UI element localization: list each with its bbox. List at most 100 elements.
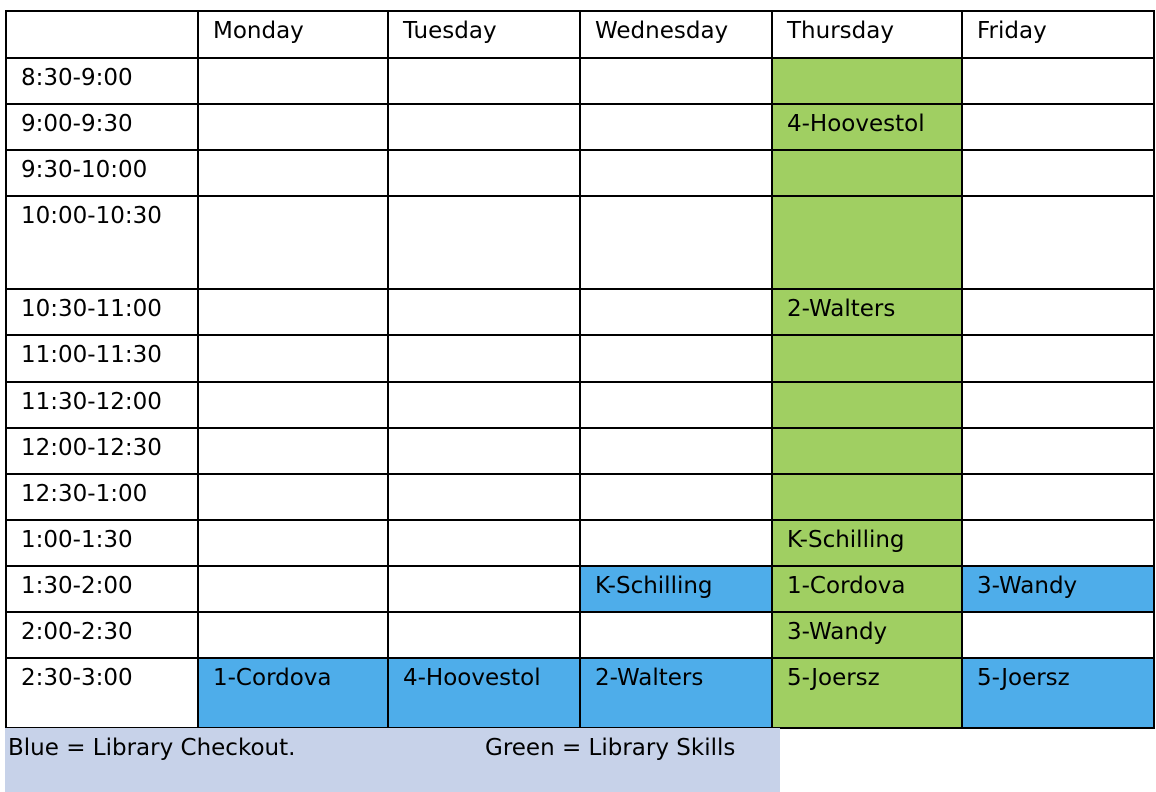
schedule-cell: 2-Walters	[771, 288, 963, 336]
schedule-cell	[579, 149, 773, 197]
schedule-cell	[197, 473, 389, 521]
day-header: Friday	[961, 10, 1155, 59]
schedule-cell	[197, 57, 389, 105]
schedule-row: 11:30-12:00	[5, 381, 1155, 429]
time-slot: 10:00-10:30	[5, 195, 199, 290]
schedule-cell	[387, 103, 581, 151]
day-header: Wednesday	[579, 10, 773, 59]
schedule-cell	[387, 381, 581, 429]
schedule-cell	[961, 519, 1155, 567]
schedule-cell	[387, 149, 581, 197]
time-slot: 2:00-2:30	[5, 611, 199, 659]
schedule-row: 10:00-10:30	[5, 195, 1155, 290]
schedule-cell: 3-Wandy	[961, 565, 1155, 613]
schedule-cell	[387, 473, 581, 521]
day-header: Thursday	[771, 10, 963, 59]
schedule-cell	[771, 195, 963, 290]
schedule-cell	[961, 427, 1155, 475]
schedule-cell: 1-Cordova	[197, 657, 389, 729]
schedule-cell	[387, 195, 581, 290]
time-slot: 1:00-1:30	[5, 519, 199, 567]
schedule-cell	[197, 334, 389, 383]
schedule-row: 1:30-2:00 K-Schilling 1-Cordova 3-Wandy	[5, 565, 1155, 613]
schedule-cell	[197, 519, 389, 567]
schedule-cell	[579, 427, 773, 475]
schedule-cell	[579, 519, 773, 567]
schedule-cell	[961, 149, 1155, 197]
schedule-cell: 1-Cordova	[771, 565, 963, 613]
schedule-cell	[197, 149, 389, 197]
schedule-row: 2:30-3:00 1-Cordova 4-Hoovestol 2-Walters 5-…	[5, 657, 1155, 729]
schedule-cell	[579, 473, 773, 521]
schedule-row: 10:30-11:00 2-Walters	[5, 288, 1155, 336]
schedule-cell	[197, 611, 389, 659]
time-slot: 12:30-1:00	[5, 473, 199, 521]
schedule-cell	[387, 334, 581, 383]
time-slot: 9:00-9:30	[5, 103, 199, 151]
schedule-cell	[961, 381, 1155, 429]
header-corner	[5, 10, 199, 59]
schedule-cell	[961, 195, 1155, 290]
schedule-cell	[771, 57, 963, 105]
schedule-cell	[771, 334, 963, 383]
schedule-row: 1:00-1:30 K-Schilling	[5, 519, 1155, 567]
schedule-cell: 5-Joersz	[771, 657, 963, 729]
schedule-row: 12:00-12:30	[5, 427, 1155, 475]
schedule-cell: 4-Hoovestol	[771, 103, 963, 151]
schedule-cell	[579, 611, 773, 659]
day-header: Tuesday	[387, 10, 581, 59]
legend-green: Green = Library Skills	[485, 735, 736, 761]
schedule-cell	[579, 103, 773, 151]
schedule-cell: 5-Joersz	[961, 657, 1155, 729]
schedule-cell	[771, 149, 963, 197]
schedule-cell	[387, 288, 581, 336]
schedule-cell	[387, 565, 581, 613]
time-slot: 9:30-10:00	[5, 149, 199, 197]
schedule-cell	[197, 381, 389, 429]
schedule-cell	[771, 473, 963, 521]
schedule-cell	[197, 103, 389, 151]
schedule-cell: K-Schilling	[771, 519, 963, 567]
header-row: Monday Tuesday Wednesday Thursday Friday	[5, 10, 1155, 59]
schedule-cell: K-Schilling	[579, 565, 773, 613]
schedule-cell	[197, 427, 389, 475]
time-slot: 1:30-2:00	[5, 565, 199, 613]
schedule-cell	[579, 334, 773, 383]
schedule-row: 2:00-2:30 3-Wandy	[5, 611, 1155, 659]
schedule-row: 9:00-9:30 4-Hoovestol	[5, 103, 1155, 151]
schedule-cell: 3-Wandy	[771, 611, 963, 659]
day-header: Monday	[197, 10, 389, 59]
schedule-cell	[197, 195, 389, 290]
time-slot: 11:00-11:30	[5, 334, 199, 383]
schedule-cell	[961, 611, 1155, 659]
schedule-cell	[961, 57, 1155, 105]
legend-blue: Blue = Library Checkout.	[8, 735, 296, 761]
schedule-cell	[579, 195, 773, 290]
schedule-cell: 4-Hoovestol	[387, 657, 581, 729]
schedule-table: Monday Tuesday Wednesday Thursday Friday 8:30…	[5, 10, 1155, 729]
schedule-cell	[197, 288, 389, 336]
schedule-cell	[579, 57, 773, 105]
time-slot: 8:30-9:00	[5, 57, 199, 105]
schedule-cell	[961, 334, 1155, 383]
schedule-row: 11:00-11:30	[5, 334, 1155, 383]
time-slot: 2:30-3:00	[5, 657, 199, 729]
schedule-cell	[771, 381, 963, 429]
schedule-cell: 2-Walters	[579, 657, 773, 729]
schedule-cell	[387, 611, 581, 659]
schedule-row: 8:30-9:00	[5, 57, 1155, 105]
schedule-cell	[387, 427, 581, 475]
schedule-cell	[579, 288, 773, 336]
legend: Blue = Library Checkout. Green = Library…	[5, 728, 780, 792]
time-slot: 10:30-11:00	[5, 288, 199, 336]
schedule-cell	[579, 381, 773, 429]
time-slot: 12:00-12:30	[5, 427, 199, 475]
schedule-row: 9:30-10:00	[5, 149, 1155, 197]
schedule-cell	[961, 473, 1155, 521]
schedule-cell	[961, 103, 1155, 151]
schedule-cell	[387, 519, 581, 567]
schedule-cell	[197, 565, 389, 613]
schedule-row: 12:30-1:00	[5, 473, 1155, 521]
schedule-cell	[771, 427, 963, 475]
schedule-cell	[961, 288, 1155, 336]
